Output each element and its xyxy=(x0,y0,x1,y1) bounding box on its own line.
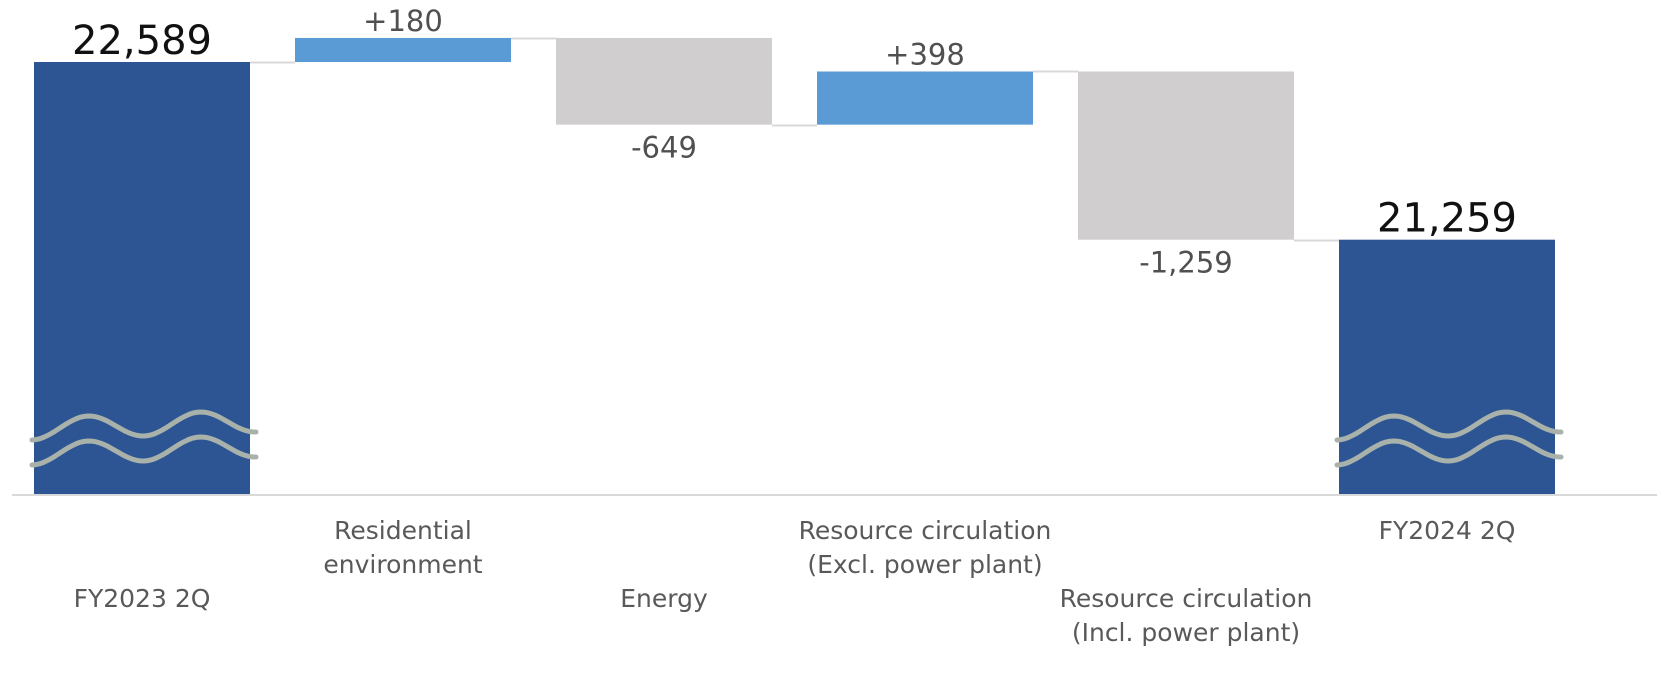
connector-lines xyxy=(250,37,1339,242)
data-label-3: -649 xyxy=(631,131,697,165)
axis-break-wave-6-2 xyxy=(1334,434,1564,468)
bar-3-decrease xyxy=(556,37,772,125)
category-label-4-line-2: (Excl. power plant) xyxy=(807,550,1042,579)
category-label-2-line-2: environment xyxy=(323,550,482,579)
axis-break-wave-1-1 xyxy=(29,409,259,443)
bar-6-total xyxy=(1339,239,1555,494)
category-labels: FY2023 2Q Residential environment Energy Res… xyxy=(74,516,1516,647)
bar-4-increase xyxy=(817,71,1033,125)
axis-break-wave-6-1 xyxy=(1334,409,1564,443)
bar-5-decrease xyxy=(1078,71,1294,240)
data-label-4: +398 xyxy=(885,37,965,71)
category-label-2-line-1: Residential xyxy=(334,516,472,545)
bars xyxy=(34,37,1555,494)
category-label-5-line-2: (Incl. power plant) xyxy=(1072,618,1300,647)
axis-break-marks xyxy=(29,409,1564,468)
category-label-5-line-1: Resource circulation xyxy=(1060,584,1313,613)
category-label-4-line-1: Resource circulation xyxy=(799,516,1052,545)
category-label-3-line-1: Energy xyxy=(620,584,708,613)
category-label-1-line-1: FY2023 2Q xyxy=(74,584,211,613)
data-label-5: -1,259 xyxy=(1139,246,1233,280)
bar-2-increase xyxy=(295,37,511,62)
axis-break-wave-1-2 xyxy=(29,434,259,468)
data-label-2: +180 xyxy=(363,4,443,38)
data-label-1: 22,589 xyxy=(72,18,212,64)
data-labels: 22,589 +180 -649 +398 -1,259 21,259 xyxy=(72,4,1517,280)
data-label-6: 21,259 xyxy=(1377,196,1517,242)
bar-1-total xyxy=(34,62,250,494)
category-label-6-line-1: FY2024 2Q xyxy=(1379,516,1516,545)
